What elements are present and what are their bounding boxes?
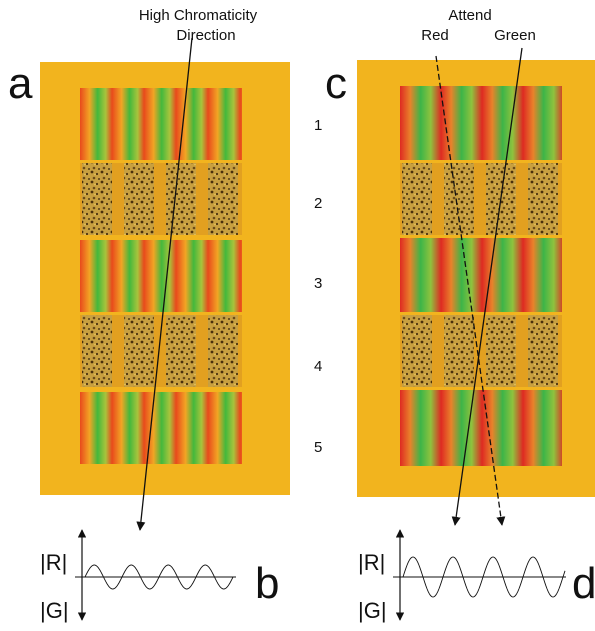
panel-c-stimulus [400,86,562,466]
panel-letter: b [255,559,279,608]
panel-a-stimulus [80,88,242,464]
panel-letter: c [325,59,347,108]
annotation: Green [494,27,536,44]
row-number: 2 [314,195,322,212]
axis-label: |G| [358,598,387,623]
axis-label: |R| [40,550,67,575]
axis-label: |R| [358,550,385,575]
row-number: 5 [314,439,322,456]
figure: High Chromaticity Direction Attend Red G… [0,0,595,631]
row-number: 4 [314,358,322,375]
axis-label: |G| [40,598,69,623]
row-number: 1 [314,117,322,134]
annotation: Red [421,27,449,44]
panel-letter: d [572,559,595,608]
row-number: 3 [314,275,322,292]
annotation: Direction [176,27,235,44]
annotation: High Chromaticity [139,7,258,24]
annotation: Attend [448,7,491,24]
panel-letter: a [8,59,33,108]
